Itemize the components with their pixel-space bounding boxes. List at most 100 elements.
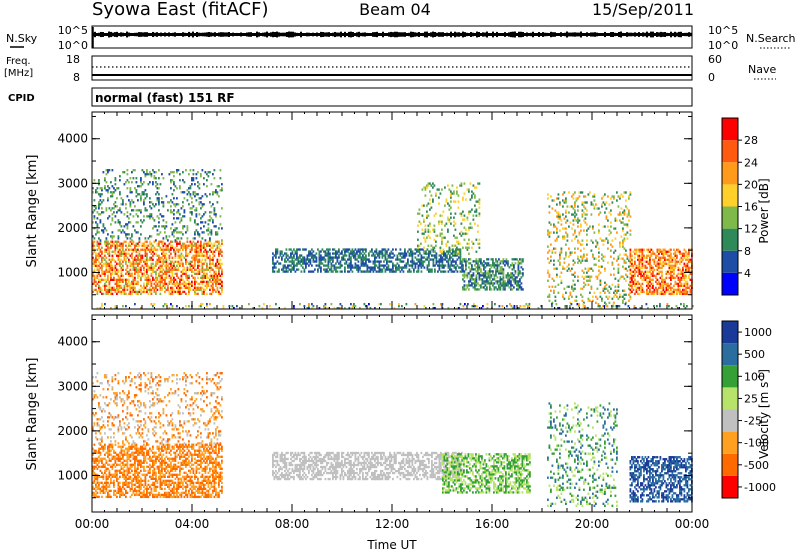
power-cell <box>448 204 451 207</box>
power-cell <box>324 252 327 255</box>
power-cell <box>584 275 587 278</box>
power-cell <box>522 274 524 277</box>
power-cell <box>562 267 564 270</box>
power-cell <box>129 187 132 190</box>
power-cell <box>550 289 552 292</box>
velocity-cell <box>102 477 105 480</box>
power-cell <box>173 209 175 212</box>
power-cell <box>195 173 198 176</box>
power-cell <box>664 278 666 281</box>
power-cell <box>551 277 554 280</box>
power-cell <box>410 252 412 255</box>
power-cell <box>478 276 481 279</box>
power-cell <box>168 276 171 279</box>
power-cell <box>623 223 626 226</box>
power-cell <box>375 250 378 253</box>
power-cell <box>146 288 148 292</box>
power-cell <box>162 215 165 218</box>
power-cell <box>575 197 578 200</box>
power-cell <box>215 272 217 275</box>
power-cell <box>610 273 612 276</box>
power-cell <box>450 264 453 267</box>
power-cell <box>643 274 645 277</box>
power-cell <box>359 250 361 253</box>
power-cell <box>662 284 665 288</box>
power-cell <box>468 288 470 291</box>
velocity-cell <box>98 495 100 499</box>
power-cell <box>649 256 651 259</box>
power-cell <box>499 262 502 265</box>
power-cell <box>407 250 409 253</box>
power-cell <box>206 254 208 257</box>
power-cell <box>326 252 328 255</box>
power-cell <box>153 282 156 286</box>
power-cell <box>644 256 647 259</box>
power-cell <box>107 191 109 194</box>
velocity-cell <box>95 465 97 468</box>
velocity-cell <box>93 491 96 495</box>
power-cell <box>689 284 692 288</box>
power-cell <box>652 258 654 261</box>
power-cell <box>604 287 606 290</box>
power-cell <box>444 186 446 189</box>
power-cell <box>170 181 172 184</box>
power-cell <box>378 256 381 259</box>
power-cell <box>492 282 494 285</box>
power-cell <box>194 260 196 263</box>
power-cell <box>586 213 588 216</box>
power-cell <box>680 284 683 288</box>
velocity-cell <box>95 449 97 452</box>
power-cell <box>338 250 340 253</box>
power-cell <box>192 266 195 269</box>
power-cell <box>165 266 168 269</box>
power-cell <box>161 173 163 176</box>
power-cell <box>441 270 444 273</box>
power-cell <box>547 231 549 234</box>
power-cell <box>421 188 424 191</box>
power-cell <box>123 286 126 290</box>
power-cell <box>324 258 327 261</box>
power-cell <box>179 286 181 290</box>
power-cell <box>330 256 333 259</box>
power-cell <box>102 292 105 296</box>
power-cell <box>161 201 163 204</box>
power-cell <box>308 270 310 273</box>
power-cell <box>288 248 291 251</box>
power-cell <box>580 255 582 258</box>
power-cell <box>134 244 136 247</box>
power-cell <box>390 270 393 273</box>
power-cell <box>177 256 180 259</box>
power-cell <box>641 274 644 277</box>
power-cell <box>475 200 478 203</box>
power-cell <box>583 211 585 214</box>
power-cell <box>216 274 219 277</box>
power-cell <box>95 254 97 257</box>
velocity-cell <box>96 487 99 491</box>
velocity-cell <box>114 451 117 454</box>
power-cell <box>282 254 285 257</box>
power-cell <box>195 288 198 292</box>
power-cell <box>134 290 136 294</box>
power-cell <box>128 181 130 184</box>
power-cell <box>599 211 602 214</box>
power-cell <box>481 274 484 277</box>
power-cell <box>165 282 168 286</box>
power-cell <box>677 248 680 251</box>
power-cell <box>392 256 394 259</box>
power-cell <box>626 213 629 216</box>
power-cell <box>452 258 454 261</box>
power-cell <box>150 213 153 216</box>
power-cell <box>610 249 612 252</box>
power-cell <box>411 266 414 269</box>
power-cell <box>128 278 130 281</box>
power-cell <box>444 204 446 207</box>
power-cell <box>152 286 154 290</box>
power-cell <box>507 284 509 287</box>
power-cell <box>483 268 485 271</box>
power-cell <box>125 284 127 288</box>
power-cell <box>176 231 178 234</box>
power-cell <box>170 280 172 284</box>
power-cell <box>125 207 127 210</box>
power-cell <box>640 266 642 269</box>
power-cell <box>167 244 169 247</box>
